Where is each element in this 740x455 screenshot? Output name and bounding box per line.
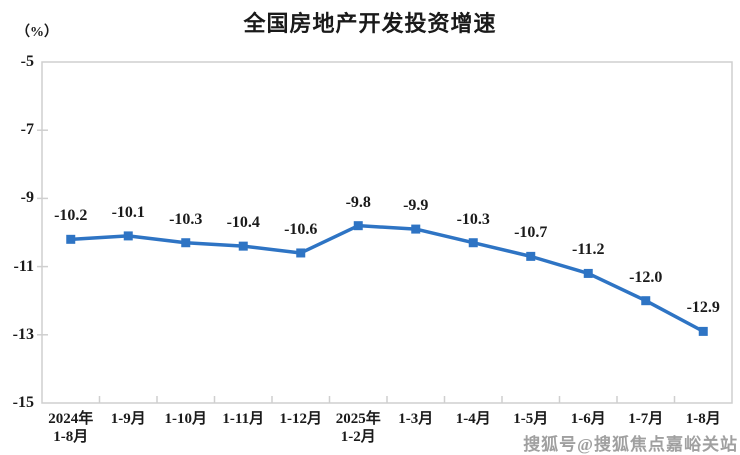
y-axis-unit-label: （%） [16,25,58,40]
data-point-marker [353,221,363,231]
data-point-marker [468,238,478,248]
data-line [69,223,705,334]
data-point-marker [123,231,133,241]
data-point-marker [66,234,76,244]
data-point-marker [411,224,421,234]
data-point-marker [296,248,306,258]
data-point-marker [526,251,536,261]
chart-title: 全国房地产开发投资增速 [243,11,497,36]
data-point-marker [698,326,708,336]
data-point-marker [583,268,593,278]
data-point-marker [238,241,248,251]
plot-border [41,61,733,404]
data-point-marker [181,238,191,248]
watermark: 搜狐号@搜狐焦点嘉峪关站 [523,435,738,454]
data-point-marker [641,296,651,306]
